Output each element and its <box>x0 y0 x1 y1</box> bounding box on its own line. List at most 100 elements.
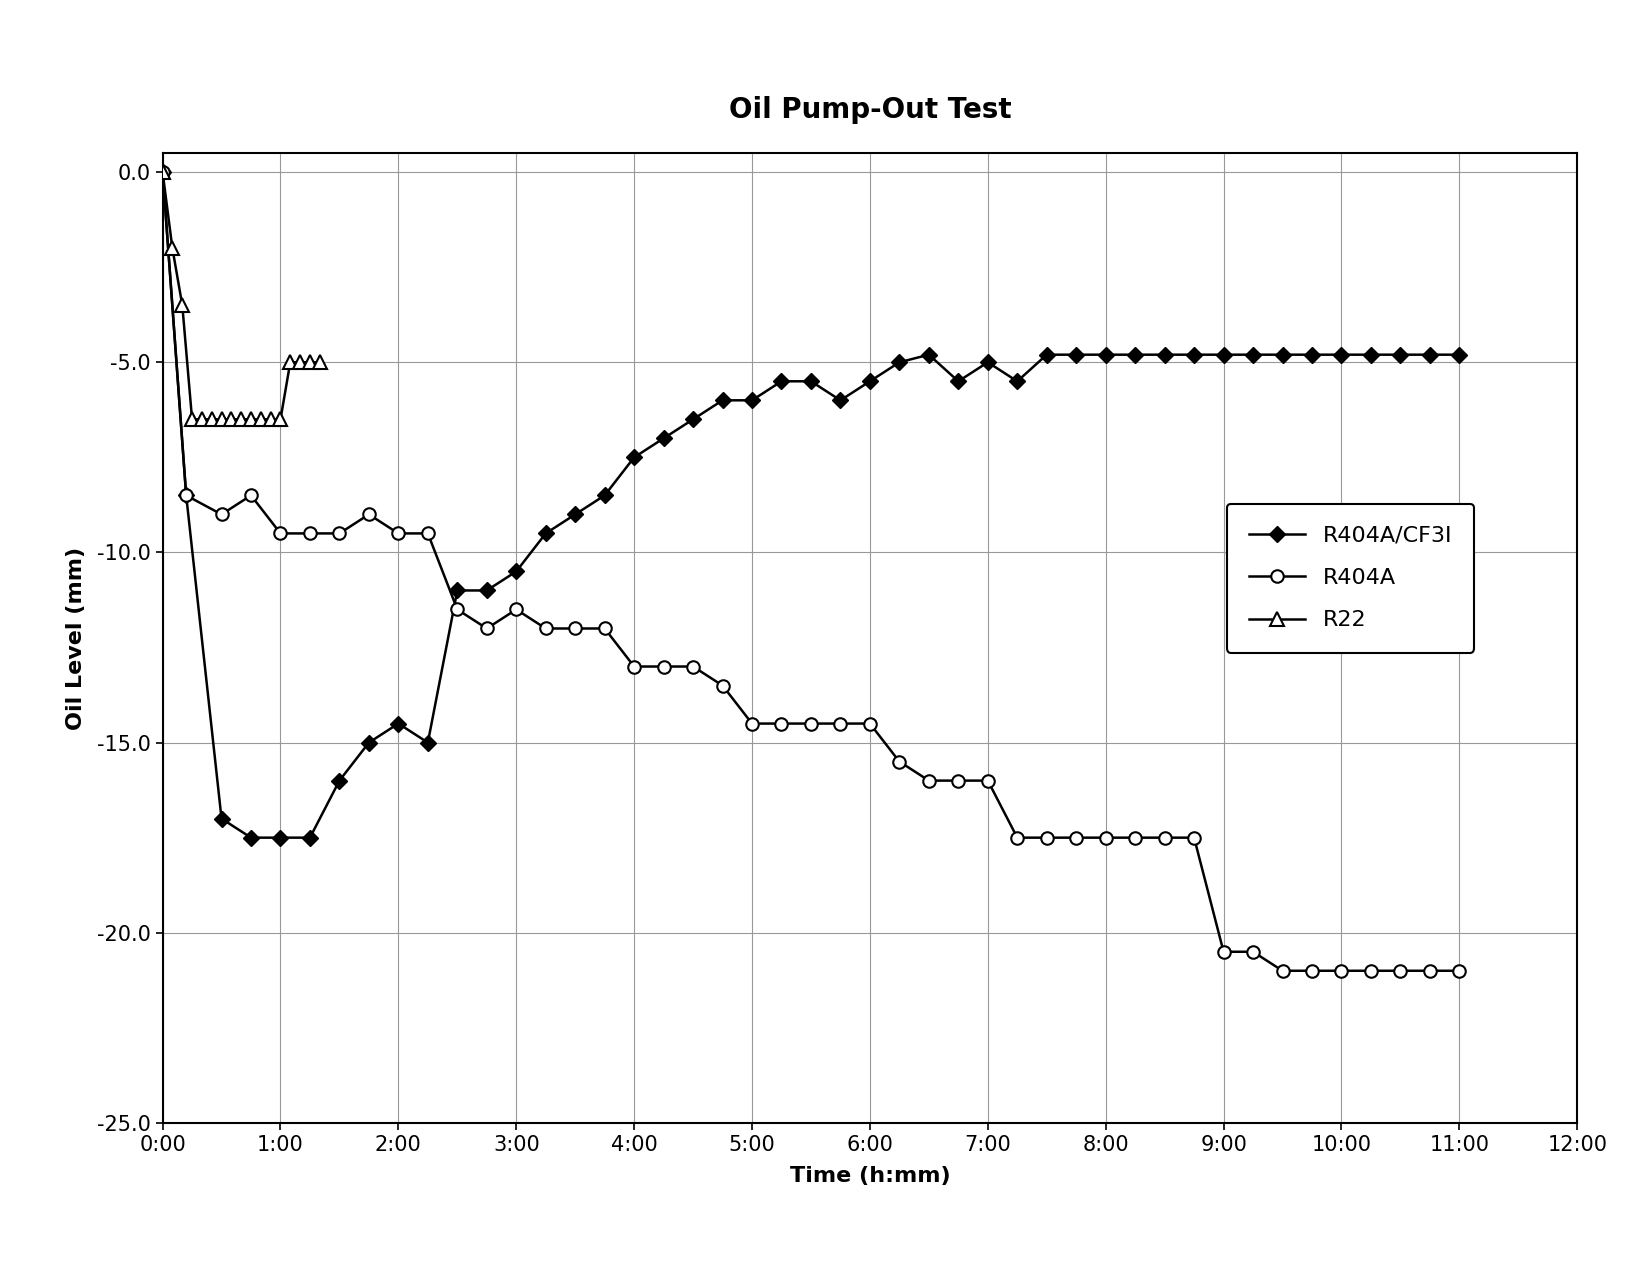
R404A <box>919 773 938 789</box>
Line: R404A/CF3I: R404A/CF3I <box>158 167 1465 843</box>
R404A/CF3I <box>447 583 467 598</box>
R404A <box>389 526 408 541</box>
R404A/CF3I <box>1273 347 1293 362</box>
R22 <box>260 412 280 427</box>
R404A <box>507 602 527 618</box>
R404A/CF3I <box>176 487 195 503</box>
R404A/CF3I <box>211 812 231 827</box>
R22 <box>311 355 330 370</box>
R404A/CF3I <box>1361 347 1380 362</box>
R404A <box>1449 963 1468 979</box>
R404A/CF3I <box>270 829 289 845</box>
R404A/CF3I <box>1332 347 1351 362</box>
R404A <box>831 716 850 731</box>
R22 <box>153 165 172 180</box>
R404A/CF3I <box>831 393 850 408</box>
R404A/CF3I <box>712 393 732 408</box>
R22 <box>202 412 221 427</box>
R404A/CF3I <box>654 431 673 447</box>
R22 <box>221 412 241 427</box>
R404A/CF3I <box>802 374 821 389</box>
R404A <box>537 621 556 637</box>
R404A <box>624 658 644 674</box>
R404A <box>476 621 496 637</box>
R404A/CF3I <box>1302 347 1322 362</box>
R404A <box>418 526 437 541</box>
R22 <box>250 412 270 427</box>
R404A/CF3I <box>948 374 967 389</box>
R404A/CF3I <box>1244 347 1263 362</box>
X-axis label: Time (h:mm): Time (h:mm) <box>790 1166 950 1185</box>
R22 <box>301 355 320 370</box>
R404A/CF3I <box>860 374 880 389</box>
R404A <box>1008 829 1028 845</box>
R404A/CF3I <box>537 526 556 541</box>
R404A/CF3I <box>1154 347 1174 362</box>
R404A <box>712 678 732 693</box>
R22 <box>182 412 202 427</box>
R404A <box>802 716 821 731</box>
R404A <box>359 507 379 522</box>
R22 <box>281 355 301 370</box>
R404A/CF3I <box>301 829 320 845</box>
R404A/CF3I <box>772 374 792 389</box>
R22 <box>231 412 250 427</box>
R404A/CF3I <box>889 355 909 370</box>
R404A <box>1302 963 1322 979</box>
R404A/CF3I <box>1037 347 1057 362</box>
R404A <box>1419 963 1439 979</box>
Line: R22: R22 <box>156 165 327 426</box>
Title: Oil Pump-Out Test: Oil Pump-Out Test <box>728 97 1011 124</box>
R404A/CF3I <box>241 829 260 845</box>
R404A <box>1273 963 1293 979</box>
Line: R404A: R404A <box>156 166 1465 977</box>
R404A <box>153 165 172 180</box>
R404A <box>1125 829 1145 845</box>
R404A <box>176 487 195 503</box>
R404A/CF3I <box>1213 347 1233 362</box>
R404A <box>979 773 998 789</box>
R404A/CF3I <box>153 165 172 180</box>
R22 <box>270 412 289 427</box>
R404A/CF3I <box>1096 347 1115 362</box>
R404A <box>741 716 761 731</box>
R404A/CF3I <box>389 716 408 731</box>
R22 <box>163 241 182 256</box>
R404A <box>566 621 585 637</box>
R404A <box>683 658 702 674</box>
R404A <box>1154 829 1174 845</box>
R404A/CF3I <box>1449 347 1468 362</box>
R404A <box>330 526 350 541</box>
R404A <box>860 716 880 731</box>
R404A <box>595 621 615 637</box>
R404A <box>301 526 320 541</box>
R404A/CF3I <box>1008 374 1028 389</box>
R404A <box>1037 829 1057 845</box>
R404A <box>270 526 289 541</box>
R22 <box>241 412 260 427</box>
R404A/CF3I <box>566 507 585 522</box>
R404A/CF3I <box>359 735 379 750</box>
R404A <box>1361 963 1380 979</box>
R404A/CF3I <box>741 393 761 408</box>
R404A <box>772 716 792 731</box>
R404A <box>447 602 467 618</box>
Y-axis label: Oil Level (mm): Oil Level (mm) <box>65 546 86 730</box>
R404A <box>654 658 673 674</box>
R404A/CF3I <box>683 412 702 427</box>
R404A/CF3I <box>1184 347 1203 362</box>
R404A/CF3I <box>330 773 350 789</box>
R404A/CF3I <box>507 564 527 579</box>
R404A <box>948 773 967 789</box>
R404A <box>1390 963 1410 979</box>
R404A <box>1244 944 1263 960</box>
R404A <box>1213 944 1233 960</box>
R22 <box>172 297 192 313</box>
R22 <box>291 355 311 370</box>
R404A/CF3I <box>1419 347 1439 362</box>
R22 <box>211 412 231 427</box>
R404A/CF3I <box>979 355 998 370</box>
R404A <box>1067 829 1086 845</box>
R404A/CF3I <box>919 347 938 362</box>
R404A/CF3I <box>624 449 644 464</box>
